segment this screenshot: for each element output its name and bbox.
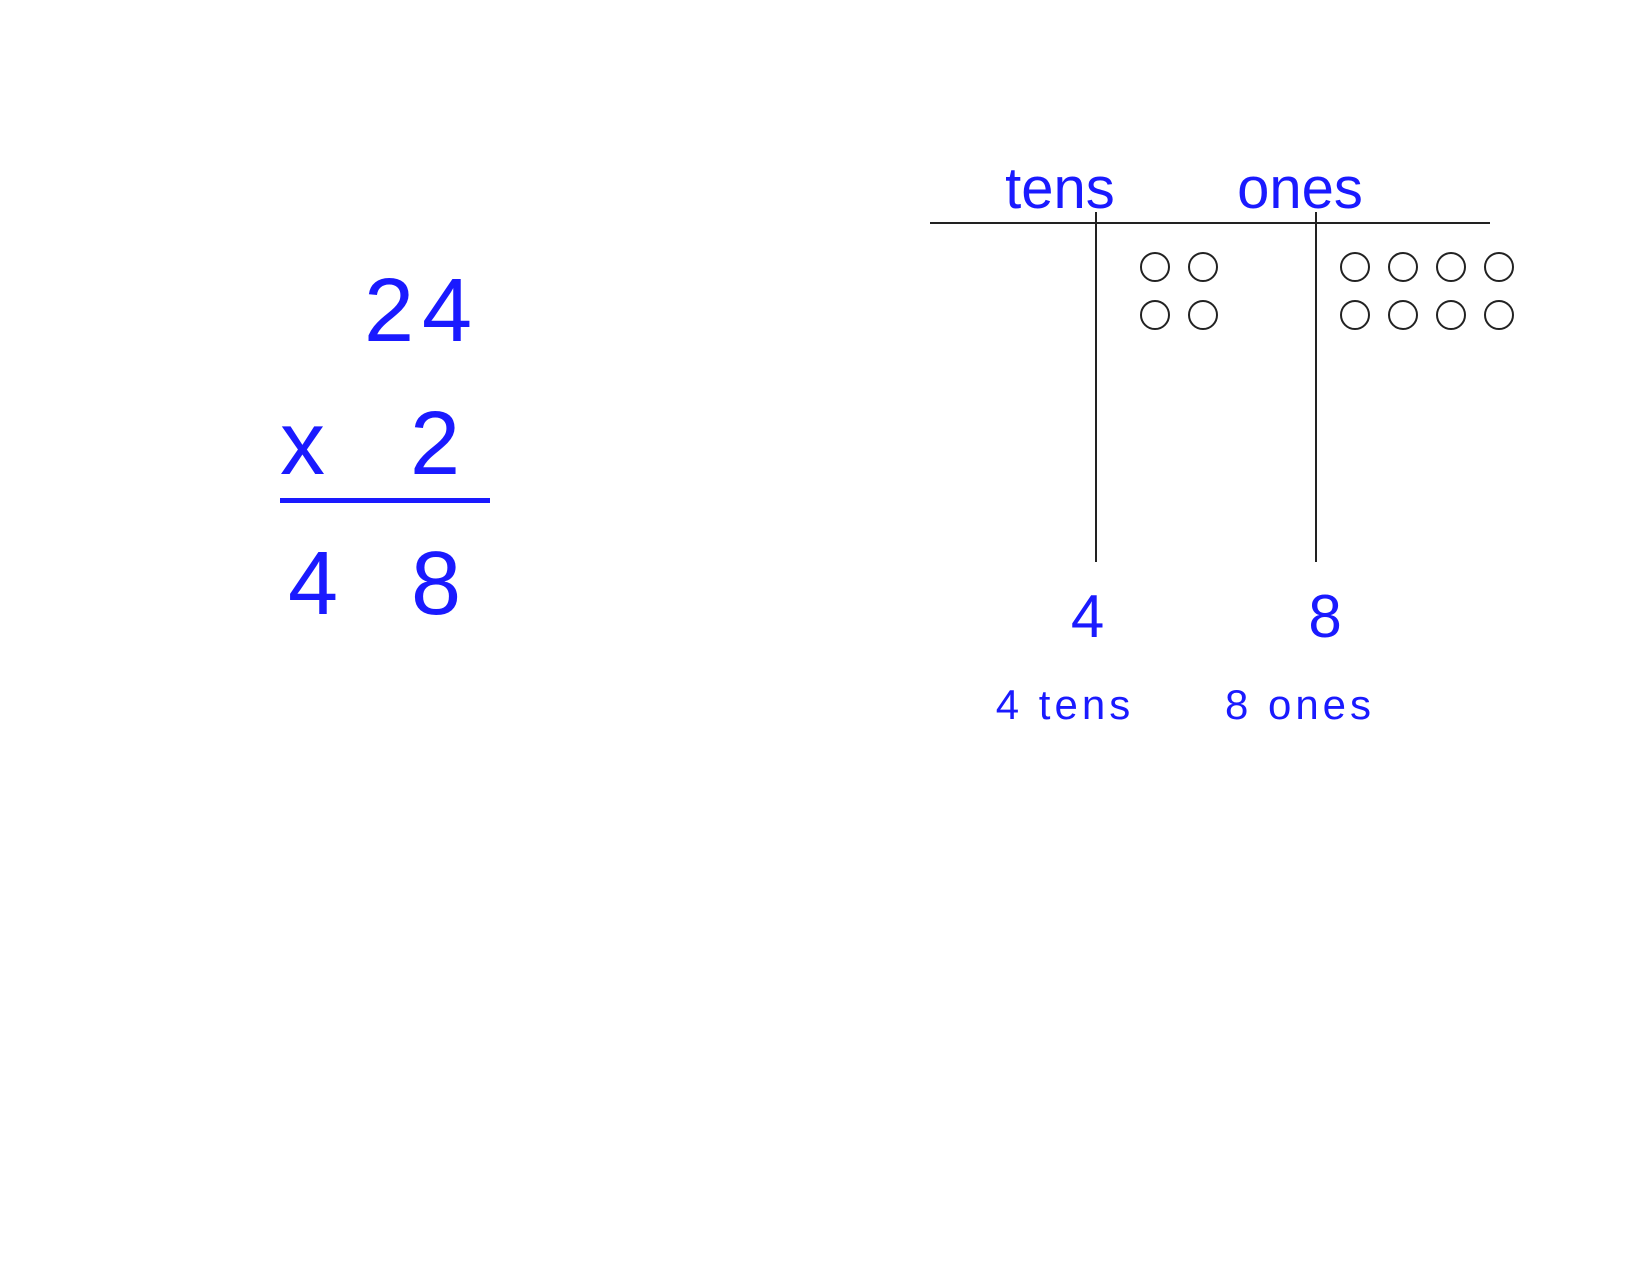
chart-headers: tens ones <box>950 155 1510 222</box>
counter-circle <box>1388 300 1418 330</box>
counter-circle <box>1188 252 1218 282</box>
counter-circle <box>1340 252 1370 282</box>
chart-grid <box>950 222 1510 572</box>
chart-totals: 4 8 <box>950 582 1510 651</box>
vertical-line-right <box>1315 212 1317 562</box>
counter-circle <box>1140 300 1170 330</box>
place-value-chart: tens ones 4 8 4 tens 8 ones <box>950 155 1510 729</box>
circle-row <box>1340 252 1514 282</box>
counter-circle <box>1188 300 1218 330</box>
multiplication-problem: 24 x 2 4 8 <box>280 260 490 636</box>
chart-labels: 4 tens 8 ones <box>950 681 1510 729</box>
label-ones: 8 ones <box>1170 681 1390 729</box>
horizontal-line <box>930 222 1490 224</box>
total-ones: 8 <box>1170 582 1390 651</box>
counter-circle <box>1140 252 1170 282</box>
counter-circle <box>1436 252 1466 282</box>
header-tens: tens <box>950 155 1170 222</box>
header-ones: ones <box>1190 155 1410 222</box>
product: 4 8 <box>280 533 490 636</box>
circle-row <box>1340 300 1514 330</box>
counter-circle <box>1484 300 1514 330</box>
ones-circles <box>1340 252 1514 348</box>
counter-circle <box>1388 252 1418 282</box>
multiplicand: 24 <box>280 260 490 363</box>
counter-circle <box>1436 300 1466 330</box>
circle-row <box>1140 252 1218 282</box>
tens-circles <box>1140 252 1218 348</box>
circle-row <box>1140 300 1218 330</box>
multiplier-line: x 2 <box>280 393 490 503</box>
vertical-line-left <box>1095 212 1097 562</box>
total-tens: 4 <box>950 582 1170 651</box>
counter-circle <box>1340 300 1370 330</box>
counter-circle <box>1484 252 1514 282</box>
label-tens: 4 tens <box>950 681 1170 729</box>
